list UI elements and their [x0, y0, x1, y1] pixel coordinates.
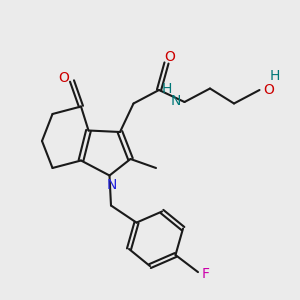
Text: N: N [170, 94, 181, 108]
Text: O: O [58, 71, 69, 85]
Text: H: H [161, 82, 172, 96]
Text: F: F [202, 267, 209, 280]
Text: H: H [270, 69, 280, 82]
Text: N: N [107, 178, 117, 192]
Text: O: O [263, 83, 274, 97]
Text: O: O [164, 50, 175, 64]
